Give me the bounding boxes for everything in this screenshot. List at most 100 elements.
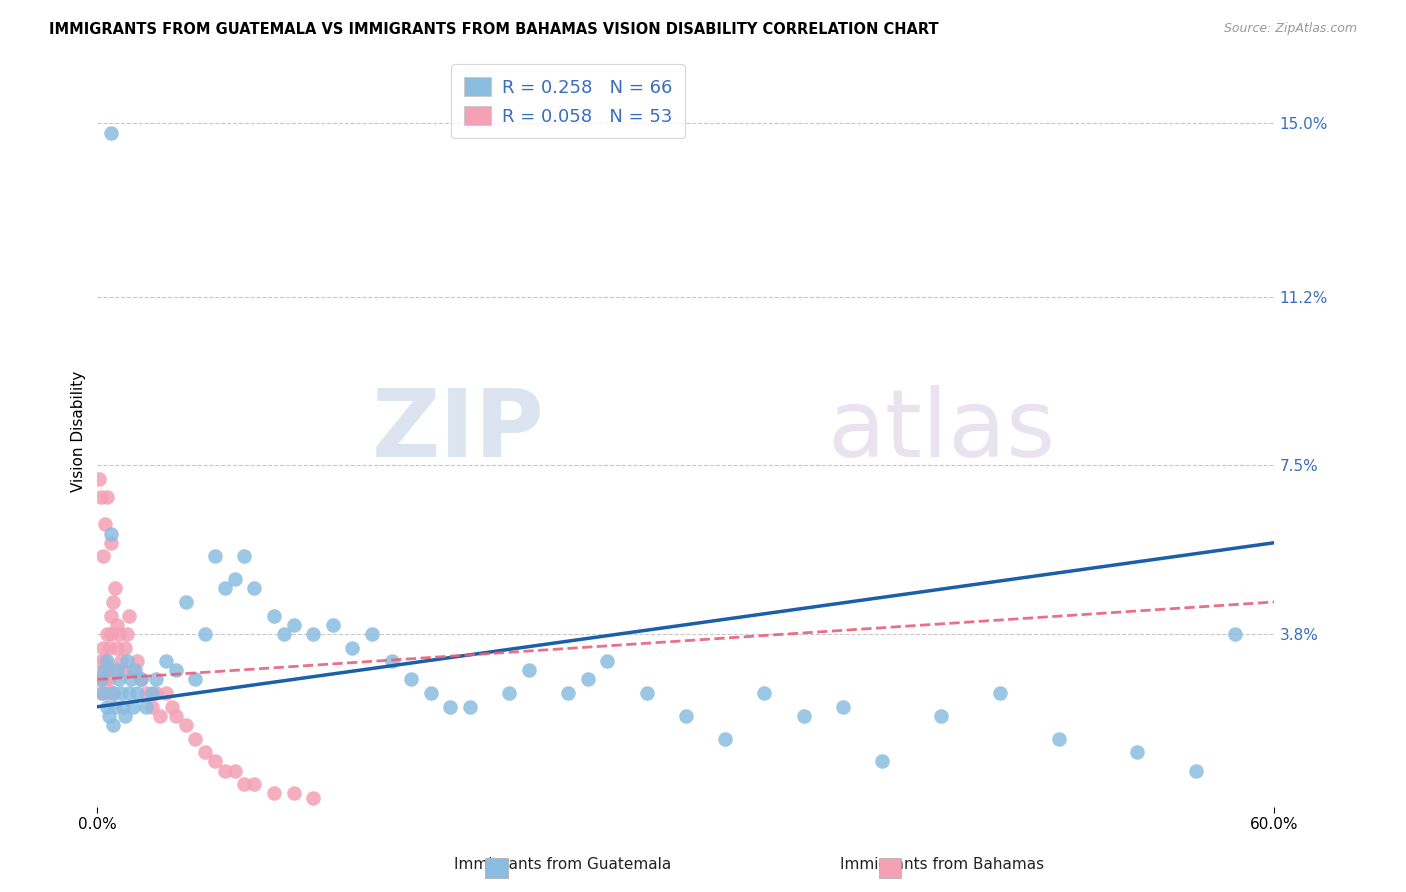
Point [988, 686, 1011, 700]
Point [233, 777, 256, 791]
Point [100, 627, 122, 641]
Point [498, 686, 520, 700]
Point [100, 526, 122, 541]
Point [101, 686, 124, 700]
Point [233, 549, 256, 564]
Point [439, 699, 461, 714]
Point [90, 490, 112, 504]
Point [101, 686, 124, 700]
Point [121, 699, 143, 714]
Point [111, 663, 134, 677]
Point [793, 709, 815, 723]
Point [124, 663, 146, 677]
Point [91, 549, 114, 564]
Point [114, 709, 136, 723]
Point [141, 699, 163, 714]
Point [125, 686, 148, 700]
Point [322, 617, 344, 632]
Point [90, 673, 112, 687]
Point [115, 654, 138, 668]
Point [243, 777, 266, 791]
Point [381, 654, 404, 668]
Point [100, 126, 122, 140]
Point [361, 627, 384, 641]
Point [145, 686, 167, 700]
Point [121, 663, 143, 677]
Text: ZIP: ZIP [371, 385, 544, 477]
Point [89, 673, 111, 687]
Point [129, 673, 152, 687]
Point [831, 699, 853, 714]
Point [929, 709, 952, 723]
Point [155, 686, 177, 700]
Point [108, 627, 131, 641]
Point [194, 745, 217, 759]
Point [96, 654, 118, 668]
Point [1185, 764, 1208, 778]
Point [174, 595, 197, 609]
Point [342, 640, 364, 655]
Point [120, 673, 142, 687]
Point [135, 686, 157, 700]
Point [1225, 627, 1247, 641]
Point [263, 786, 285, 800]
Point [149, 709, 172, 723]
Point [458, 699, 481, 714]
Point [165, 663, 187, 677]
Point [100, 608, 122, 623]
Point [596, 654, 619, 668]
Point [714, 731, 737, 746]
Point [105, 663, 128, 677]
Point [160, 699, 183, 714]
Legend: R = 0.258   N = 66, R = 0.058   N = 53: R = 0.258 N = 66, R = 0.058 N = 53 [451, 64, 685, 138]
Point [184, 673, 207, 687]
Point [118, 686, 141, 700]
Point [174, 718, 197, 732]
Point [243, 581, 266, 595]
Point [98, 673, 121, 687]
Point [110, 686, 132, 700]
Point [283, 617, 305, 632]
Point [90, 654, 112, 668]
Point [96, 663, 118, 677]
Point [870, 755, 893, 769]
Point [104, 581, 127, 595]
Point [94, 654, 117, 668]
Point [283, 786, 305, 800]
Point [636, 686, 658, 700]
Point [214, 581, 236, 595]
Point [91, 686, 114, 700]
Point [101, 595, 124, 609]
Point [302, 790, 325, 805]
Point [101, 718, 124, 732]
Point [98, 686, 121, 700]
Point [111, 699, 134, 714]
Point [101, 663, 124, 677]
Point [91, 663, 114, 677]
Text: IMMIGRANTS FROM GUATEMALA VS IMMIGRANTS FROM BAHAMAS VISION DISABILITY CORRELATI: IMMIGRANTS FROM GUATEMALA VS IMMIGRANTS … [49, 22, 939, 37]
Text: atlas: atlas [827, 385, 1056, 477]
Point [184, 731, 207, 746]
Point [517, 663, 540, 677]
Point [194, 627, 217, 641]
Point [302, 627, 325, 641]
Point [576, 673, 599, 687]
Y-axis label: Vision Disability: Vision Disability [72, 370, 86, 491]
Point [110, 654, 132, 668]
Point [96, 490, 118, 504]
Text: Immigrants from Guatemala: Immigrants from Guatemala [454, 857, 671, 872]
Point [115, 627, 138, 641]
Point [90, 686, 112, 700]
Text: Source: ZipAtlas.com: Source: ZipAtlas.com [1223, 22, 1357, 36]
Point [94, 517, 117, 532]
Point [401, 673, 423, 687]
Point [204, 549, 226, 564]
Point [1047, 731, 1070, 746]
Point [754, 686, 776, 700]
Point [118, 608, 141, 623]
Point [108, 673, 131, 687]
Point [557, 686, 579, 700]
Point [263, 608, 285, 623]
Point [100, 535, 122, 549]
Point [141, 686, 163, 700]
